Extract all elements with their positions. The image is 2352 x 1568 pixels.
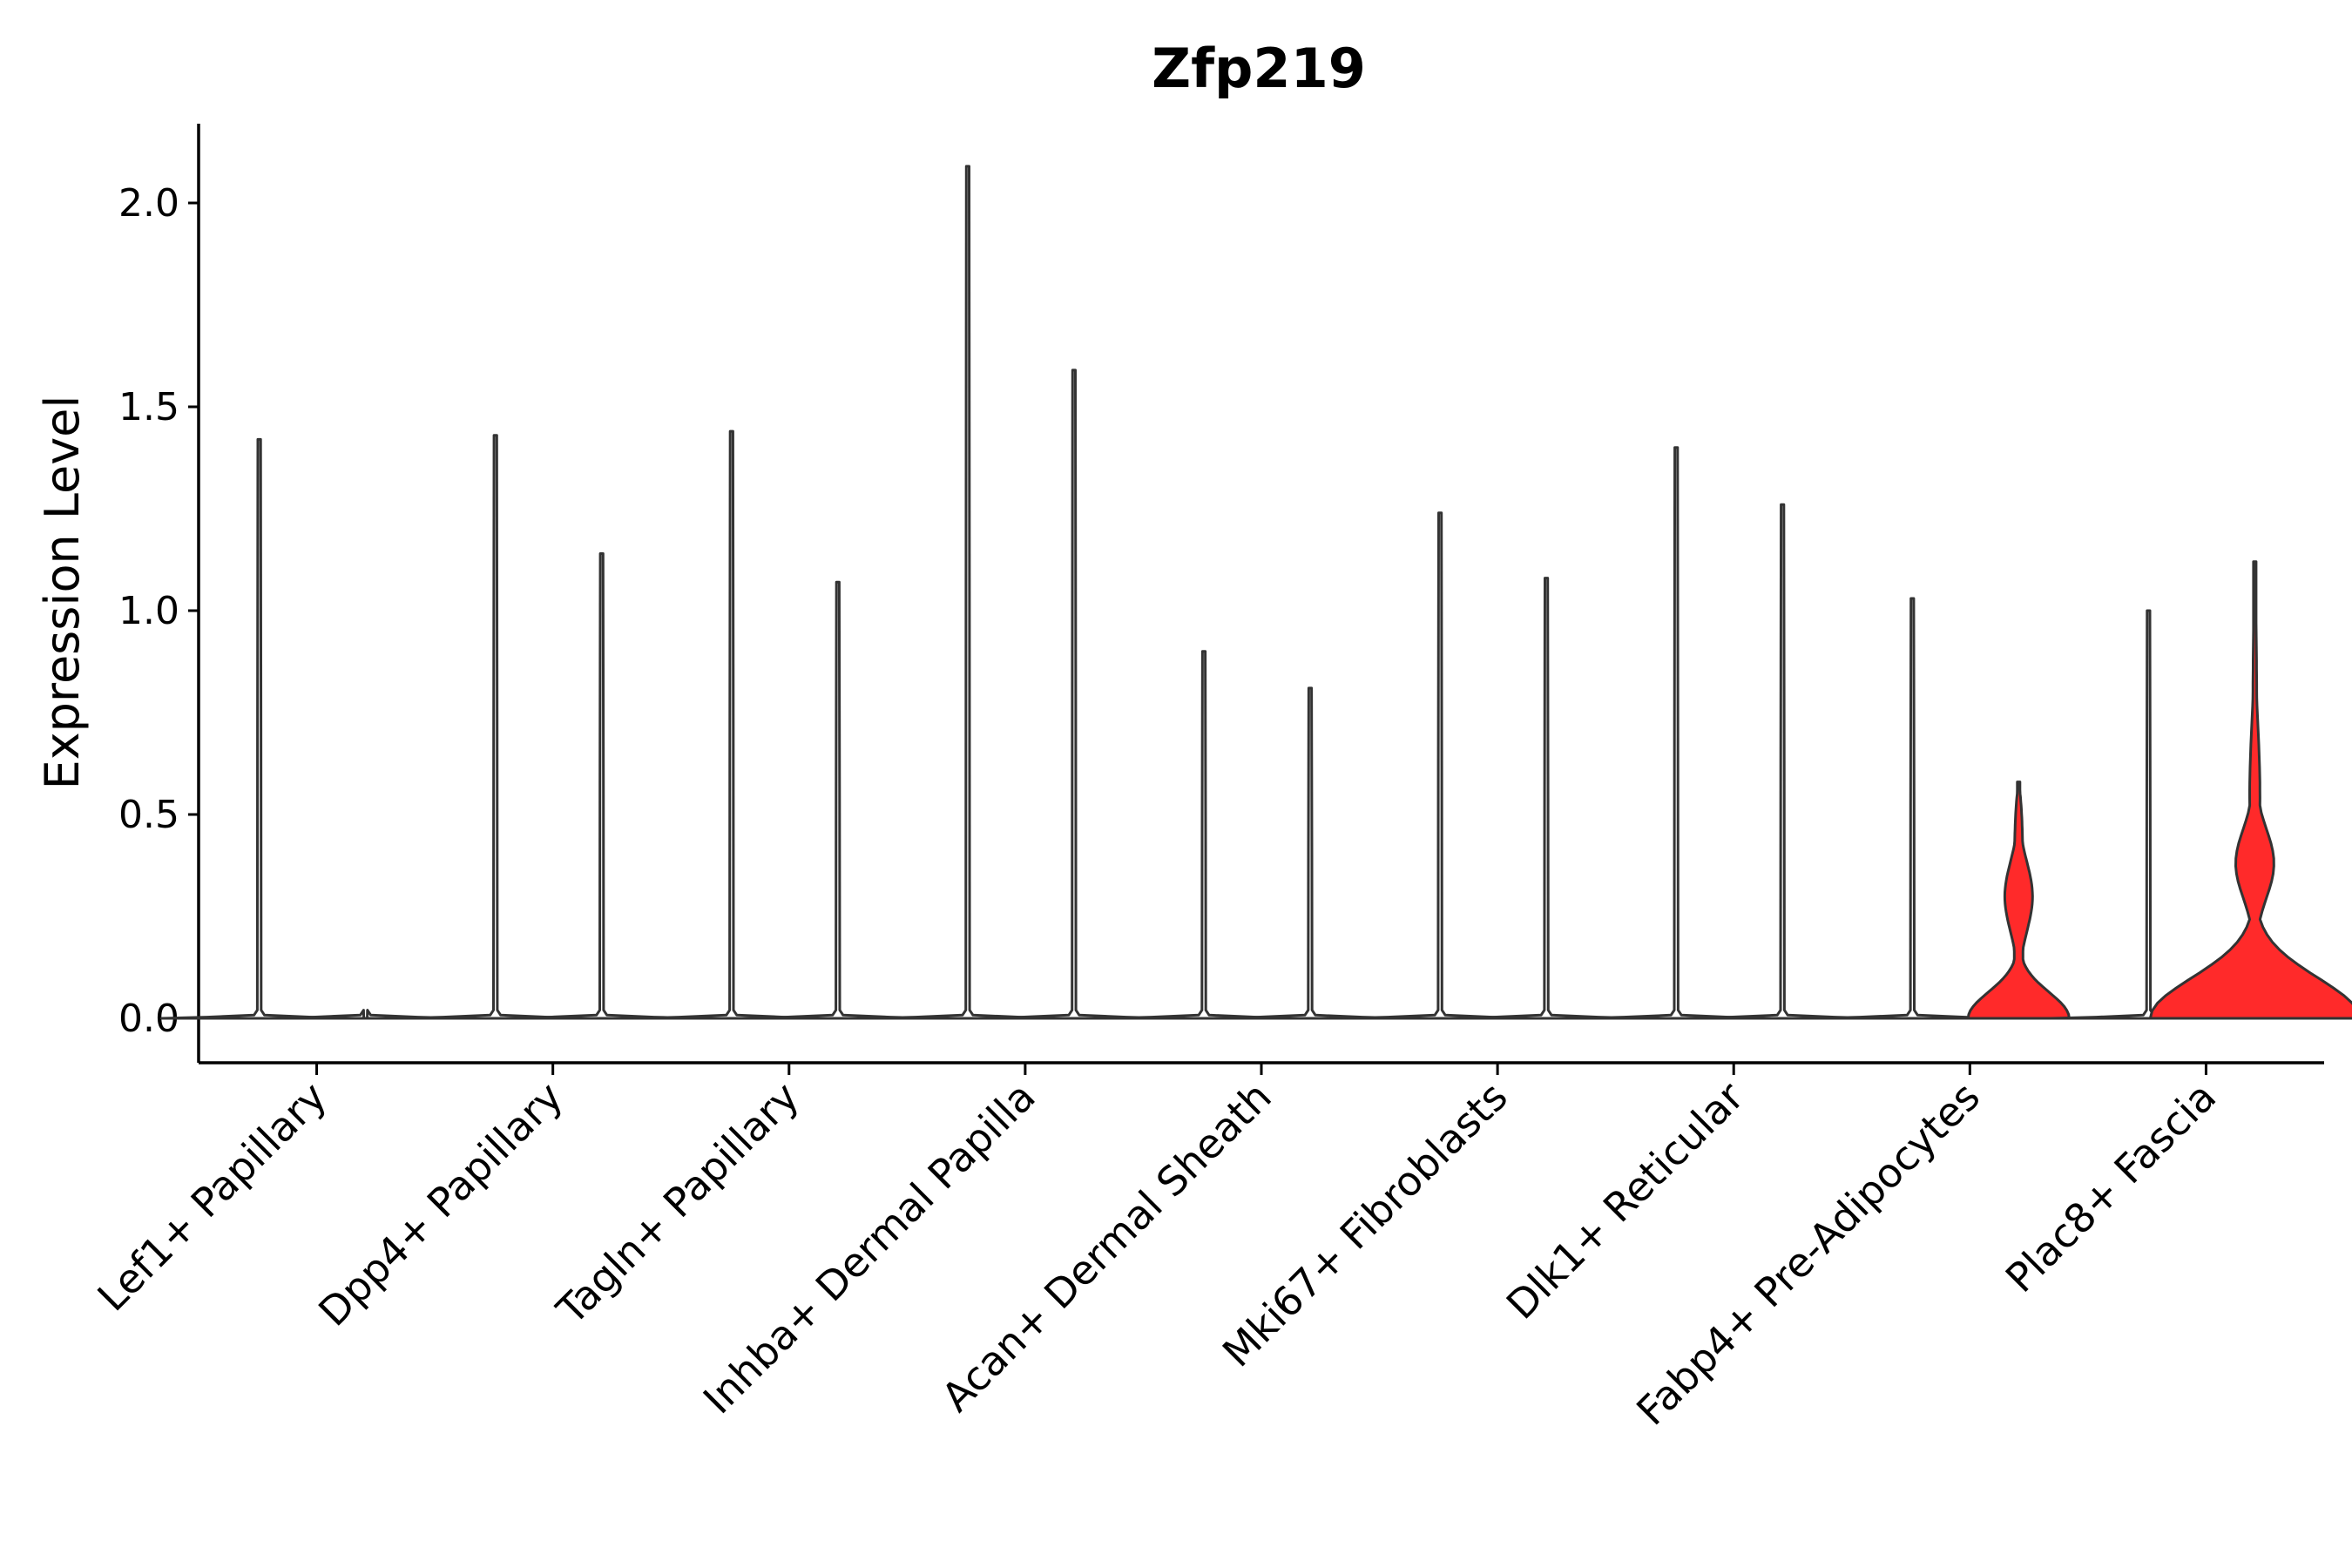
x-tick-label: Lef1+ Papillary bbox=[88, 1073, 335, 1321]
violin-shape bbox=[975, 368, 1173, 1020]
violin-group bbox=[1105, 650, 1409, 1020]
x-tick-label: Dpp4+ Papillary bbox=[309, 1073, 571, 1335]
violin-shape bbox=[396, 434, 595, 1020]
violin-shape bbox=[503, 552, 701, 1020]
violin-shape bbox=[2148, 560, 2352, 1020]
violin-shape bbox=[868, 165, 1067, 1020]
violin-shape bbox=[1966, 781, 2071, 1020]
violin-shape bbox=[2049, 609, 2247, 1020]
violin-group bbox=[868, 165, 1173, 1020]
violin-shape bbox=[267, 1009, 465, 1020]
violin-layer bbox=[160, 165, 2352, 1020]
chart-title: Zfp219 bbox=[1152, 37, 1366, 100]
x-tick-label: Tagln+ Papillary bbox=[547, 1073, 808, 1335]
y-axis: 0.00.51.01.52.0 bbox=[118, 124, 200, 1063]
violin-shape bbox=[1577, 446, 1775, 1020]
y-tick-label: 0.5 bbox=[118, 793, 179, 837]
violin-group bbox=[1813, 597, 2071, 1020]
violin-shape bbox=[1341, 511, 1539, 1020]
violin-group bbox=[160, 437, 465, 1020]
x-tick-label: Dlk1+ Reticular bbox=[1497, 1073, 1753, 1328]
violin-group bbox=[2049, 560, 2352, 1020]
y-tick-label: 1.5 bbox=[118, 385, 179, 429]
x-tick-label: Plac8+ Fascia bbox=[1997, 1073, 2225, 1301]
violin-shape bbox=[739, 580, 937, 1020]
y-tick-label: 1.0 bbox=[118, 589, 179, 633]
violin-group bbox=[1577, 446, 1882, 1020]
y-axis-label: Expression Level bbox=[35, 395, 90, 790]
y-tick-label: 2.0 bbox=[118, 181, 179, 226]
violin-shape bbox=[1105, 650, 1303, 1020]
violin-group bbox=[1341, 511, 1646, 1020]
violin-shape bbox=[160, 437, 359, 1020]
violin-shape bbox=[632, 429, 831, 1020]
violin-group bbox=[396, 434, 701, 1020]
violin-shape bbox=[1683, 503, 1882, 1020]
violin-shape bbox=[1447, 577, 1646, 1020]
violin-group bbox=[632, 429, 937, 1020]
violin-shape bbox=[1813, 597, 2011, 1020]
violin-shape bbox=[1211, 686, 1409, 1020]
